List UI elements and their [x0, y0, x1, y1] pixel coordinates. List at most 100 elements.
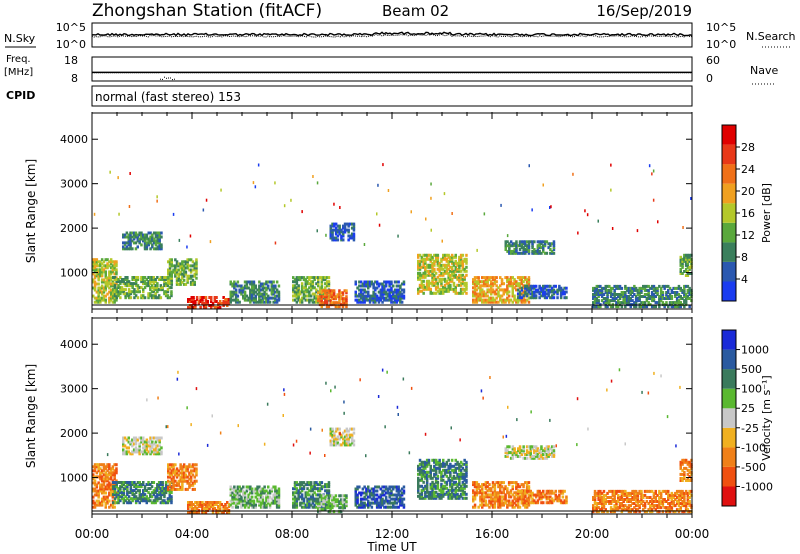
echo-cell	[443, 271, 447, 275]
echo-cell	[434, 277, 438, 281]
echo-cell	[431, 482, 434, 486]
echo-cell	[667, 288, 670, 292]
echo-cell	[306, 501, 309, 505]
echo-cell	[166, 499, 170, 503]
echo-cell	[184, 260, 188, 264]
echo-cell	[272, 501, 275, 505]
echo-cell	[274, 499, 277, 503]
echo-cell	[384, 298, 388, 302]
echo-cell	[392, 296, 395, 300]
echo-cell	[186, 258, 189, 262]
echo-cell	[274, 290, 277, 294]
echo-cell	[191, 274, 195, 278]
echo-cell	[456, 267, 459, 271]
echo-cell	[418, 253, 422, 257]
nave-dot	[304, 72, 305, 74]
echo-cell	[181, 479, 184, 483]
echo-cell	[522, 276, 525, 280]
echo-cell	[194, 302, 197, 305]
echo-cell	[343, 500, 346, 504]
echo-cell	[129, 497, 133, 501]
echo-cell	[427, 281, 431, 285]
echo-cell	[527, 249, 531, 253]
echo-cell	[238, 284, 241, 288]
echo-cell	[111, 495, 115, 499]
echo-cell	[150, 286, 154, 290]
echo-cell	[145, 499, 148, 503]
echo-cell	[156, 452, 159, 456]
echo-cell	[186, 479, 189, 483]
echo-cell	[133, 489, 136, 493]
echo-cell	[347, 222, 350, 226]
echo-cell	[138, 239, 141, 243]
echo-cell	[436, 263, 440, 267]
echo-cell	[156, 286, 159, 290]
echo-cell	[113, 260, 116, 264]
echo-cell	[258, 298, 261, 302]
echo-cell	[688, 255, 691, 259]
echo-cell	[336, 500, 339, 504]
echo-cell	[134, 282, 138, 286]
echo-cell	[367, 501, 370, 505]
echo-cell	[341, 293, 345, 297]
echo-cell	[115, 471, 118, 475]
echo-cell	[102, 483, 106, 487]
echo-cell	[681, 259, 684, 263]
echo-cell	[309, 483, 313, 487]
echo-cell	[108, 298, 111, 302]
echo-cell	[611, 293, 615, 296]
echo-cell	[120, 491, 124, 495]
echo-cell	[93, 483, 97, 487]
echo-cell	[490, 282, 493, 286]
echo-cell	[418, 470, 422, 474]
echo-cell	[181, 481, 184, 485]
echo-cell	[97, 272, 100, 276]
echo-cell	[102, 270, 106, 274]
echo-cell	[384, 290, 388, 294]
echo-cell	[356, 499, 359, 503]
echo-cell	[684, 270, 688, 273]
nave-dot	[234, 72, 235, 74]
echo-cell	[383, 499, 386, 503]
echo-cell	[193, 481, 196, 485]
echo-cell	[393, 296, 397, 300]
echo-cell	[160, 245, 163, 249]
echo-cell	[242, 288, 245, 292]
echo-cell	[374, 493, 377, 497]
echo-cell	[258, 499, 261, 503]
nave-dot	[208, 72, 209, 74]
echo-cell	[520, 240, 524, 244]
echo-cell	[436, 275, 440, 279]
echo-cell	[395, 298, 399, 302]
echo-cell	[354, 298, 357, 302]
echo-cell	[308, 286, 311, 290]
echo-cell	[609, 305, 613, 309]
echo-cell	[473, 284, 477, 288]
echo-cell	[140, 497, 143, 501]
echo-cell	[134, 294, 138, 298]
nave-dot	[98, 72, 99, 74]
echo-cell	[359, 294, 363, 298]
echo-cell	[102, 479, 106, 483]
echo-cell	[97, 469, 100, 473]
echo-cell	[102, 491, 106, 495]
echo-cell	[427, 253, 431, 257]
nave-dot	[156, 72, 157, 74]
echo-cell	[397, 491, 400, 495]
echo-cell	[97, 260, 100, 264]
echo-cell	[145, 489, 148, 493]
echo-cell	[668, 301, 672, 305]
echo-cell	[261, 292, 265, 296]
nave-dot	[572, 72, 573, 74]
echo-cell	[395, 501, 399, 505]
echo-cell	[322, 289, 325, 293]
echo-cell	[104, 497, 107, 501]
echo-cell	[381, 503, 384, 507]
echo-cell	[458, 283, 461, 287]
echo-cell	[317, 278, 320, 282]
echo-cell	[690, 253, 693, 257]
echo-cell	[277, 292, 281, 296]
echo-cell	[395, 485, 399, 489]
nave-dot	[556, 72, 557, 74]
echo-cell	[192, 503, 195, 506]
